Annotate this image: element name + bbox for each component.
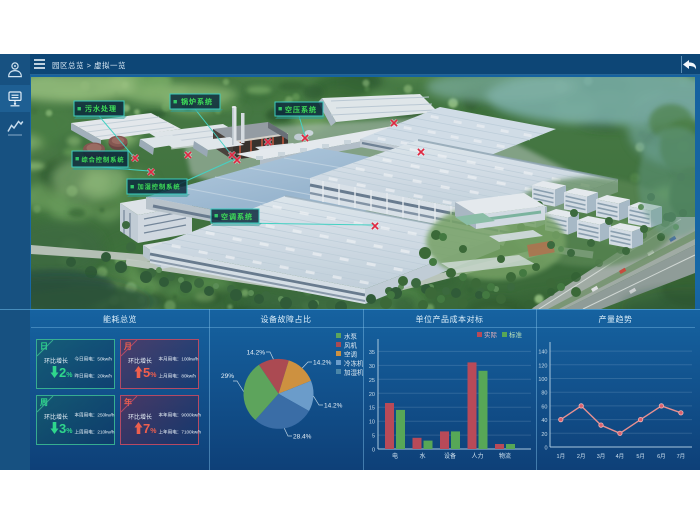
svg-text:40: 40 [541,418,547,424]
svg-text:6月: 6月 [657,453,666,460]
svg-text:空调: 空调 [344,350,357,359]
svg-text:120: 120 [538,363,547,369]
svg-text:3月: 3月 [597,453,606,460]
svg-text:100: 100 [538,377,547,383]
svg-text:14.2%: 14.2% [313,360,332,367]
svg-text:加湿机: 加湿机 [344,368,363,377]
svg-text:0: 0 [544,446,547,452]
svg-text:14.2%: 14.2% [247,350,266,357]
svg-text:物流: 物流 [499,452,511,460]
svg-text:风机: 风机 [344,341,358,350]
svg-text:空压系统: 空压系统 [285,105,317,114]
svg-text:5月: 5月 [636,453,645,460]
svg-text:人力: 人力 [471,452,483,460]
svg-text:设备: 设备 [444,452,456,460]
svg-text:5: 5 [372,434,375,440]
svg-text:2月: 2月 [577,453,586,460]
svg-text:20: 20 [369,392,375,398]
svg-text:30: 30 [369,364,375,370]
svg-text:0: 0 [372,448,375,454]
svg-text:28.4%: 28.4% [293,434,312,441]
svg-text:实际: 实际 [484,330,498,339]
svg-text:29%: 29% [221,373,234,380]
svg-text:7月: 7月 [677,453,686,460]
svg-text:综合控制系统: 综合控制系统 [81,156,124,164]
svg-text:污水处理: 污水处理 [85,104,117,113]
svg-text:电: 电 [392,452,398,460]
svg-text:60: 60 [541,404,547,410]
svg-text:标准: 标准 [509,330,523,339]
svg-text:14.2%: 14.2% [324,403,343,410]
svg-text:80: 80 [541,391,547,397]
svg-text:15: 15 [369,406,375,412]
svg-text:10: 10 [369,420,375,426]
svg-text:140: 140 [538,350,547,356]
svg-text:水: 水 [419,452,425,460]
svg-text:20: 20 [541,432,547,438]
svg-text:25: 25 [369,378,375,384]
svg-text:1月: 1月 [557,453,566,460]
svg-text:锅炉系统: 锅炉系统 [180,97,213,106]
svg-text:水泵: 水泵 [344,332,358,341]
svg-text:35: 35 [369,350,375,356]
svg-text:冷冻机: 冷冻机 [344,359,363,368]
svg-text:加湿控制系统: 加湿控制系统 [136,183,180,191]
svg-text:4月: 4月 [616,453,625,460]
svg-text:空调系统: 空调系统 [221,212,253,221]
